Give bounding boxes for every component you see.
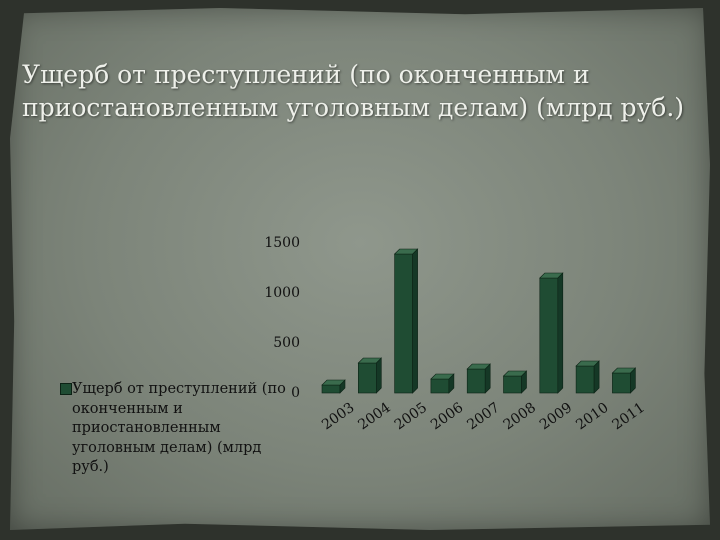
bar-2006 <box>430 373 455 394</box>
bar-2010 <box>575 360 600 394</box>
x-tick-label-2006: 2006 <box>428 400 466 434</box>
legend: Ущерб от преступлений (по оконченным и п… <box>60 380 290 478</box>
page-title: Ущерб от преступлений (по оконченным и п… <box>22 60 685 122</box>
y-tick-label-500: 500 <box>273 335 300 351</box>
x-tick-label-2011: 2011 <box>610 400 648 434</box>
bar-2008 <box>502 370 528 394</box>
bar-2005 <box>393 248 419 394</box>
x-tick-label-2005: 2005 <box>392 400 430 434</box>
x-tick-label-2009: 2009 <box>537 400 575 434</box>
bar-2004 <box>357 357 383 394</box>
x-tick-label-2007: 2007 <box>464 400 502 434</box>
bar-2003 <box>321 379 346 394</box>
bar-2009 <box>539 272 564 394</box>
bar-2011 <box>611 367 637 394</box>
x-tick-label-2004: 2004 <box>355 400 393 434</box>
x-tick-label-2010: 2010 <box>573 400 611 434</box>
y-tick-label-1500: 1500 <box>264 235 300 251</box>
y-tick-label-1000: 1000 <box>264 285 300 301</box>
legend-swatch <box>60 383 72 395</box>
slide-background <box>10 8 710 530</box>
x-tick-label-2003: 2003 <box>319 400 357 434</box>
bar-2007 <box>466 363 491 394</box>
y-tick-label-0: 0 <box>291 385 300 401</box>
bars-group <box>321 248 637 394</box>
x-tick-label-2008: 2008 <box>501 400 539 434</box>
legend-label: Ущерб от преступлений (по оконченным и п… <box>72 381 286 476</box>
y-axis-ticks: 0 500 1000 1500 <box>264 235 300 401</box>
